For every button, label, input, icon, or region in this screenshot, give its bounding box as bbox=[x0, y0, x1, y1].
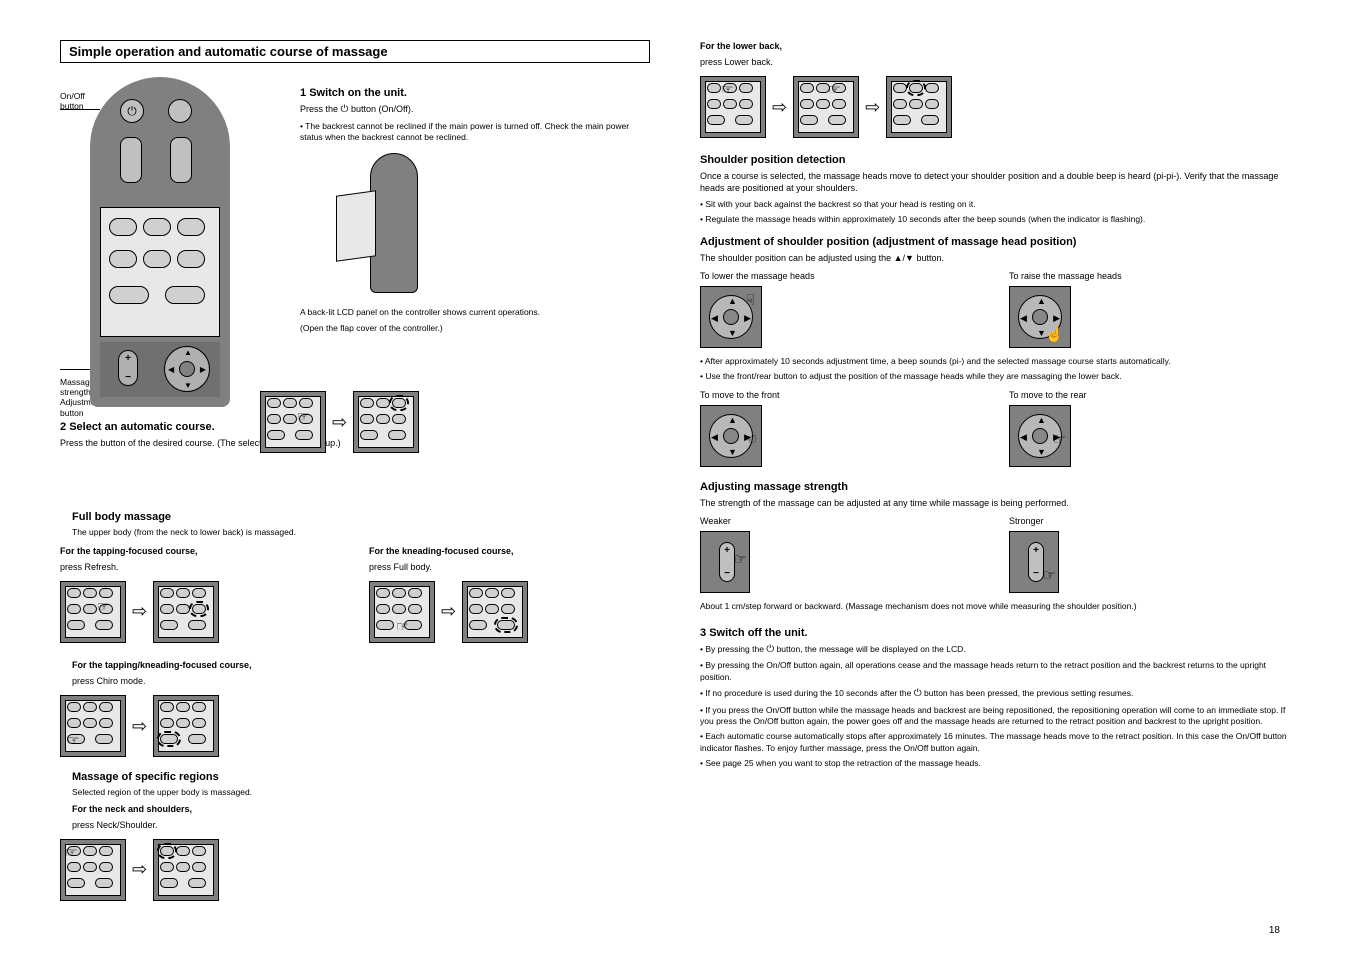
page-number: 18 bbox=[1269, 925, 1280, 936]
remote-mid-panel bbox=[100, 207, 220, 337]
panel-thumb bbox=[153, 839, 219, 901]
panel-thumb bbox=[153, 581, 219, 643]
panel-thumb: ☞ bbox=[60, 581, 126, 643]
panel-thumb: ☞ bbox=[60, 695, 126, 757]
step3-heading: Switch off the unit. bbox=[709, 627, 807, 639]
adjust-after: • After approximately 10 seconds adjustm… bbox=[700, 356, 1290, 367]
row2-text: press Chiro mode. bbox=[72, 675, 650, 687]
panel-thumb bbox=[153, 695, 219, 757]
page-title-box: Simple operation and automatic course of… bbox=[60, 40, 650, 63]
step1-num: 1 bbox=[300, 87, 306, 99]
step3-b1: • By pressing the On/Off button again, a… bbox=[700, 660, 1290, 683]
shoulder-body: Once a course is selected, the massage h… bbox=[700, 170, 1290, 194]
adjust-lower-label: To lower the massage heads bbox=[700, 270, 981, 282]
panel-thumb bbox=[886, 76, 952, 138]
flap-text2: (Open the flap cover of the controller.) bbox=[300, 323, 650, 334]
remote-illustration: ⏻ + bbox=[90, 77, 230, 407]
arrow-icon: ⇨ bbox=[865, 97, 880, 118]
col1-title: For the tapping-focused course, bbox=[60, 545, 341, 557]
step3-n1: • If no procedure is used during the 10 … bbox=[700, 687, 1290, 701]
power-icon: ⏻ bbox=[120, 99, 144, 123]
region-text: press Neck/Shoulder. bbox=[72, 819, 650, 831]
front-label: To move to the front bbox=[700, 389, 981, 401]
col2-title: For the kneading-focused course, bbox=[369, 545, 650, 557]
step2-num: 2 bbox=[60, 421, 66, 433]
weaker-label: Weaker bbox=[700, 515, 981, 527]
stronger-label: Stronger bbox=[1009, 515, 1290, 527]
arrow-icon: ⇨ bbox=[132, 601, 147, 622]
row2-title: For the tapping/kneading-focused course, bbox=[72, 659, 650, 671]
shoulder-sub: Shoulder position detection bbox=[700, 154, 1290, 166]
col2-text: press Full body. bbox=[369, 561, 650, 573]
adjust-title: Adjustment of shoulder position (adjustm… bbox=[700, 236, 1290, 248]
lowerback-title: For the lower back, bbox=[700, 40, 1290, 52]
step3-num: 3 bbox=[700, 627, 706, 639]
pm-thumb-strong: +−☞ bbox=[1009, 531, 1059, 593]
shoulder-b2: • Regulate the massage heads within appr… bbox=[700, 214, 1290, 225]
panel-thumb: ☞ bbox=[260, 391, 326, 453]
strength-title: Adjusting massage strength bbox=[700, 481, 1290, 493]
panel-thumb: ☞ bbox=[369, 581, 435, 643]
panel-thumb bbox=[353, 391, 419, 453]
arrow-icon: ⇨ bbox=[132, 716, 147, 737]
region-title: For the neck and shoulders, bbox=[72, 803, 650, 815]
step1-text: Press the ⏻ button (On/Off). bbox=[300, 103, 650, 117]
arrow-icon: ⇨ bbox=[332, 412, 347, 433]
step1-heading: Switch on the unit. bbox=[309, 87, 407, 99]
strength-body: The strength of the massage can be adjus… bbox=[700, 497, 1290, 509]
region-note: Selected region of the upper body is mas… bbox=[72, 787, 650, 798]
left-column: Simple operation and automatic course of… bbox=[60, 40, 650, 909]
page-title: Simple operation and automatic course of… bbox=[69, 44, 388, 59]
step3-t0: • If you press the On/Off button while t… bbox=[700, 705, 1290, 728]
dpad-thumb-front: ▲▼◀▶☜ bbox=[700, 405, 762, 467]
right-column: For the lower back, press Lower back. ☞ … bbox=[700, 40, 1290, 909]
region-sub: Massage of specific regions bbox=[72, 771, 650, 783]
flap-text1: A back-lit LCD panel on the controller s… bbox=[300, 307, 650, 318]
panel-thumb bbox=[462, 581, 528, 643]
fullbody-sub: Full body massage bbox=[72, 511, 650, 523]
panel-thumb: ☞ bbox=[60, 839, 126, 901]
dpad-thumb-rear: ▲▼◀▶☞ bbox=[1009, 405, 1071, 467]
step2-heading: Select an automatic course. bbox=[69, 421, 215, 433]
stop-icon bbox=[168, 99, 192, 123]
remote-flap-illustration bbox=[340, 153, 430, 303]
dpad-thumb-up: ▲▼◀▶☝ bbox=[1009, 286, 1071, 348]
arrow-icon: ⇨ bbox=[132, 859, 147, 880]
col1-text: press Refresh. bbox=[60, 561, 341, 573]
step1-note: • The backrest cannot be reclined if the… bbox=[300, 121, 650, 144]
step3-t1: • Each automatic course automatically st… bbox=[700, 731, 1290, 754]
step3-b0: • By pressing the ⏻ button, the message … bbox=[700, 643, 1290, 657]
fullbody-note: The upper body (from the neck to lower b… bbox=[72, 527, 650, 538]
step3-t2: • See page 25 when you want to stop the … bbox=[700, 758, 1290, 769]
shoulder-b1: • Sit with your back against the backres… bbox=[700, 199, 1290, 210]
callout-onoff: On/Off button bbox=[60, 91, 100, 111]
rear-label: To move to the rear bbox=[1009, 389, 1290, 401]
adjust-raise-label: To raise the massage heads bbox=[1009, 270, 1290, 282]
strength-note: About 1 cm/step forward or backward. (Ma… bbox=[700, 601, 1290, 612]
arrow-icon: ⇨ bbox=[772, 97, 787, 118]
pm-thumb-weak: +−☞ bbox=[700, 531, 750, 593]
adjust-note: • Use the front/rear button to adjust th… bbox=[700, 371, 1290, 382]
dpad-thumb-down: ▲▼◀▶☟ bbox=[700, 286, 762, 348]
adjust-body: The shoulder position can be adjusted us… bbox=[700, 252, 1290, 264]
panel-thumb: ☞ bbox=[700, 76, 766, 138]
lowerback-text: press Lower back. bbox=[700, 56, 1290, 68]
panel-thumb: ☞ bbox=[793, 76, 859, 138]
arrow-icon: ⇨ bbox=[441, 601, 456, 622]
